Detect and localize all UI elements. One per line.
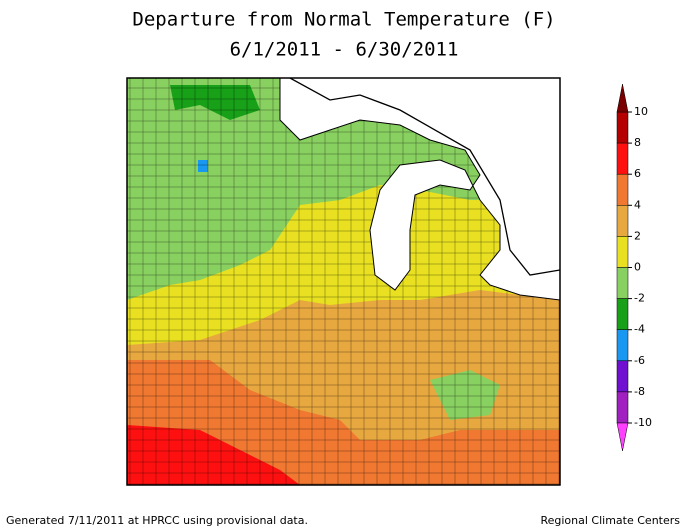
legend-swatch	[616, 391, 629, 424]
legend-swatch	[616, 298, 629, 330]
footer-left: Generated 7/11/2011 at HPRCC using provi…	[6, 514, 308, 527]
lakes	[279, 78, 560, 301]
legend-swatch	[616, 205, 629, 237]
legend-label: -4	[634, 323, 645, 336]
legend-label: 4	[634, 198, 641, 211]
legend-swatch	[616, 111, 629, 144]
legend-swatch	[616, 267, 629, 299]
color-legend: 10 8 6 4 2 0 -2 -4 -6 -8 -10	[616, 83, 652, 452]
legend-label: 2	[634, 229, 641, 242]
legend-label: 10	[634, 105, 648, 118]
legend-label: 8	[634, 136, 641, 149]
legend-label: 0	[634, 261, 641, 274]
title: Departure from Normal Temperature (F)	[132, 9, 555, 31]
map	[127, 78, 560, 485]
legend-label: -2	[634, 292, 645, 305]
legend-label: -10	[634, 416, 652, 429]
legend-under	[616, 422, 629, 452]
legend-swatch	[616, 173, 629, 206]
border	[289, 78, 560, 276]
legend-swatch	[616, 329, 629, 362]
map-frame	[126, 77, 561, 486]
legend-label: -6	[634, 354, 645, 367]
legend-label: 6	[634, 167, 641, 180]
legend-swatch	[616, 142, 629, 175]
legend-over	[616, 83, 629, 113]
legend-label: -8	[634, 385, 645, 398]
legend-swatch	[616, 360, 629, 393]
subtitle: 6/1/2011 - 6/30/2011	[230, 39, 459, 61]
footer-right: Regional Climate Centers	[540, 514, 680, 527]
legend-swatch	[616, 236, 629, 268]
